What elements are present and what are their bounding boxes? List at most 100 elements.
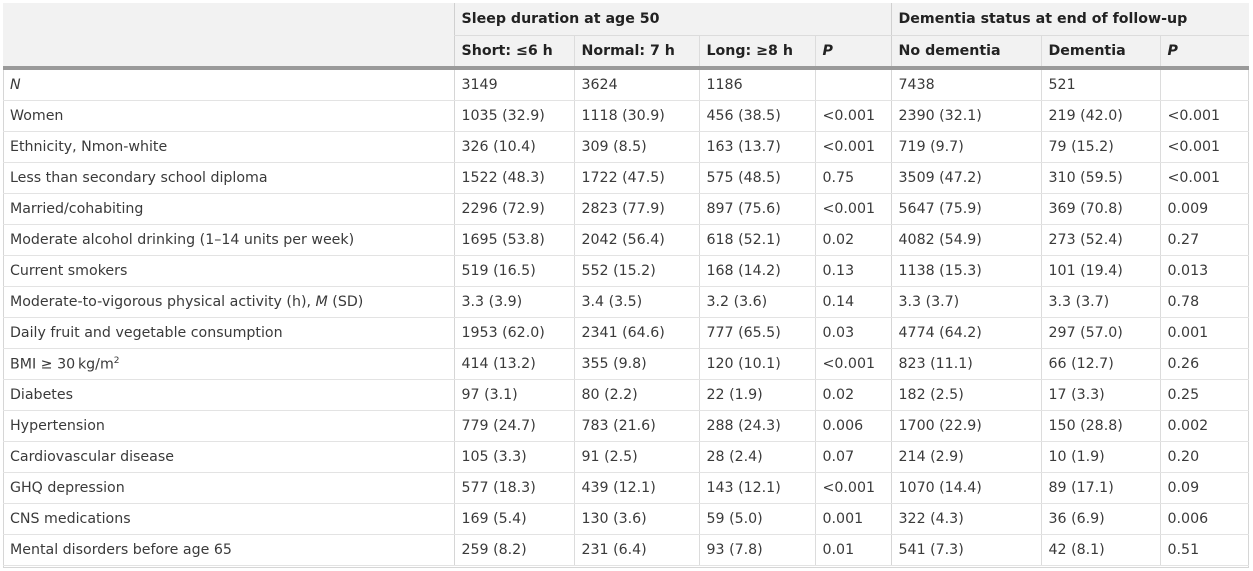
- table-cell: 93 (7.8): [698, 534, 815, 566]
- table-cell: 0.78: [1159, 286, 1250, 318]
- row-label: Moderate-to-vigorous physical activity (…: [3, 286, 454, 318]
- table-cell: 783 (21.6): [573, 410, 699, 442]
- table-cell: 22 (1.9): [698, 379, 815, 411]
- table-cell: <0.001: [814, 100, 892, 132]
- table-cell: 101 (19.4): [1040, 255, 1161, 287]
- characteristics-table-container: Sleep duration at age 50 Dementia status…: [3, 3, 1250, 568]
- table-cell: 7438: [890, 68, 1042, 101]
- table-cell: <0.001: [814, 472, 892, 504]
- table-cell: 3.4 (3.5): [573, 286, 699, 318]
- row-label: Diabetes: [3, 379, 454, 411]
- table-cell: 1522 (48.3): [453, 162, 574, 194]
- table-cell: 3509 (47.2): [890, 162, 1042, 194]
- table-cell: 105 (3.3): [453, 441, 574, 473]
- table-cell: 1186: [698, 68, 815, 101]
- table-row: Moderate alcohol drinking (1–14 units pe…: [3, 224, 1250, 256]
- row-label: CNS medications: [3, 503, 454, 535]
- table-cell: 80 (2.2): [573, 379, 699, 411]
- table-cell: <0.001: [814, 131, 892, 163]
- table-row: Women 1035 (32.9) 1118 (30.9) 456 (38.5) <0.…: [3, 100, 1250, 132]
- table-cell: 3.3 (3.7): [890, 286, 1042, 318]
- table-cell: 0.001: [1159, 317, 1250, 349]
- row-label: Mental disorders before age 65: [3, 534, 454, 566]
- table-cell: 823 (11.1): [890, 348, 1042, 380]
- row-label: Current smokers: [3, 255, 454, 287]
- table-cell: 28 (2.4): [698, 441, 815, 473]
- table-cell: 3.3 (3.7): [1040, 286, 1161, 318]
- table-cell: 777 (65.5): [698, 317, 815, 349]
- table-header: Sleep duration at age 50 Dementia status…: [3, 3, 1250, 70]
- table-cell: 577 (18.3): [453, 472, 574, 504]
- table-row: CNS medications 169 (5.4) 130 (3.6) 59 (5.0…: [3, 503, 1250, 535]
- table-cell: 322 (4.3): [890, 503, 1042, 535]
- table-cell: 326 (10.4): [453, 131, 574, 163]
- table-cell: 3149: [453, 68, 574, 101]
- table-cell: 369 (70.8): [1040, 193, 1161, 225]
- table-cell: 0.006: [1159, 503, 1250, 535]
- table-cell: 618 (52.1): [698, 224, 815, 256]
- table-cell: 1722 (47.5): [573, 162, 699, 194]
- table-cell: 1700 (22.9): [890, 410, 1042, 442]
- table-row: Mental disorders before age 65 259 (8.2) 2…: [3, 534, 1250, 566]
- row-label: Hypertension: [3, 410, 454, 442]
- table-cell: 0.13: [814, 255, 892, 287]
- table-cell: 0.009: [1159, 193, 1250, 225]
- table-cell: 779 (24.7): [453, 410, 574, 442]
- table-row: N 3149 3624 1186 7438 521: [3, 68, 1250, 101]
- table-cell: 456 (38.5): [698, 100, 815, 132]
- table-cell: 0.14: [814, 286, 892, 318]
- table-cell: 4774 (64.2): [890, 317, 1042, 349]
- col-header-p-dementia: P: [1159, 35, 1250, 70]
- col-header-dementia: Dementia: [1040, 35, 1161, 70]
- table-cell: 79 (15.2): [1040, 131, 1161, 163]
- table-cell: 521: [1040, 68, 1161, 101]
- table-cell: 169 (5.4): [453, 503, 574, 535]
- table-cell: 0.01: [814, 534, 892, 566]
- table-cell: 1953 (62.0): [453, 317, 574, 349]
- table-cell: 59 (5.0): [698, 503, 815, 535]
- table-cell: 231 (6.4): [573, 534, 699, 566]
- table-cell: <0.001: [814, 348, 892, 380]
- table-cell: 0.20: [1159, 441, 1250, 473]
- table-cell: <0.001: [1159, 162, 1250, 194]
- header-group-sleep-duration: Sleep duration at age 50: [453, 3, 892, 36]
- col-header-short: Short: ≤6 h: [453, 35, 574, 70]
- table-row: Married/cohabiting 2296 (72.9) 2823 (77.9)…: [3, 193, 1250, 225]
- table-cell: 259 (8.2): [453, 534, 574, 566]
- table-cell: 0.02: [814, 224, 892, 256]
- table-row: GHQ depression 577 (18.3) 439 (12.1) 143 (1…: [3, 472, 1250, 504]
- table-cell: <0.001: [1159, 131, 1250, 163]
- col-header-long: Long: ≥8 h: [698, 35, 815, 70]
- table-cell: 0.25: [1159, 379, 1250, 411]
- table-cell: 36 (6.9): [1040, 503, 1161, 535]
- table-cell: <0.001: [1159, 100, 1250, 132]
- table-row: Less than secondary school diploma 1522 (…: [3, 162, 1250, 194]
- table-cell: 1035 (32.9): [453, 100, 574, 132]
- col-header-p-sleep: P: [814, 35, 892, 70]
- table-cell: 3.3 (3.9): [453, 286, 574, 318]
- table-row: Hypertension 779 (24.7) 783 (21.6) 288 (24.…: [3, 410, 1250, 442]
- table-cell: 1118 (30.9): [573, 100, 699, 132]
- table-cell: 0.75: [814, 162, 892, 194]
- table-cell: 2341 (64.6): [573, 317, 699, 349]
- row-label: Daily fruit and vegetable consumption: [3, 317, 454, 349]
- table-row: BMI ≥ 30 kg/m2 414 (13.2) 355 (9.8) 120 (10…: [3, 348, 1250, 380]
- table-cell: 97 (3.1): [453, 379, 574, 411]
- table-cell: 1070 (14.4): [890, 472, 1042, 504]
- table-cell: 130 (3.6): [573, 503, 699, 535]
- table-cell: 66 (12.7): [1040, 348, 1161, 380]
- table-cell: 163 (13.7): [698, 131, 815, 163]
- table-cell: 2390 (32.1): [890, 100, 1042, 132]
- table-cell: 719 (9.7): [890, 131, 1042, 163]
- table-cell: 0.03: [814, 317, 892, 349]
- table-cell: 214 (2.9): [890, 441, 1042, 473]
- table-cell: 4082 (54.9): [890, 224, 1042, 256]
- table-cell: 414 (13.2): [453, 348, 574, 380]
- table-cell: 0.006: [814, 410, 892, 442]
- table-cell: 0.001: [814, 503, 892, 535]
- table-cell: 2823 (77.9): [573, 193, 699, 225]
- table-cell: 2042 (56.4): [573, 224, 699, 256]
- table-cell: [1159, 68, 1250, 101]
- table-cell: 5647 (75.9): [890, 193, 1042, 225]
- table-cell: 0.013: [1159, 255, 1250, 287]
